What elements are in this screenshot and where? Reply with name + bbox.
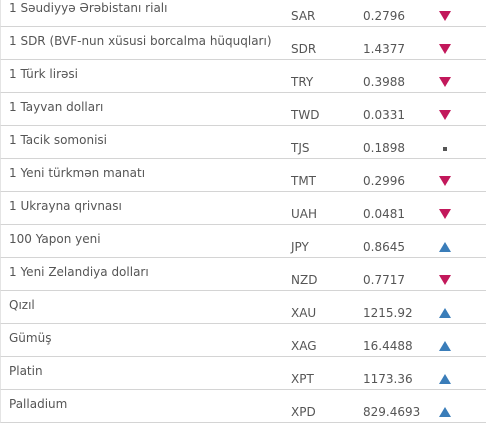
currency-code: UAH [291,207,318,221]
currency-name: 1 SDR (BVF-nun xüsusi borcalma hüquqları… [9,34,272,48]
currency-name: 1 Türk lirəsi [9,67,79,81]
currency-rate: 0.3988 [363,75,405,89]
rate-row: 1 SDR (BVF-nun xüsusi borcalma hüquqları… [0,27,486,60]
rate-row: 1 Ukrayna qrivnası UAH 0.0481 [0,192,486,225]
rate-row: Platin XPT 1173.36 [0,357,486,390]
trend-up [439,308,451,318]
trend-unchanged [443,147,447,151]
trend-up [439,407,451,417]
currency-rate: 1173.36 [363,372,413,386]
currency-name: 1 Ukrayna qrivnası [9,199,122,213]
rate-row: 1 Yeni türkmən manatı TMT 0.2996 [0,159,486,192]
rate-row: 100 Yapon yeni JPY 0.8645 [0,225,486,258]
currency-rate: 829.4693 [363,405,421,419]
currency-code: NZD [291,273,318,287]
currency-name: 1 Tacik somonisi [9,133,107,147]
rate-row: Gümüş XAG 16.4488 [0,324,486,357]
trend-down [439,176,451,186]
currency-name: 1 Tayvan dolları [9,100,104,114]
currency-code: XAU [291,306,317,320]
trend-up [439,341,451,351]
currency-name: Palladium [9,397,68,411]
currency-name: 100 Yapon yeni [9,232,101,246]
trend-down [439,77,451,87]
rate-row: 1 Yeni Zelandiya dolları NZD 0.7717 [0,258,486,291]
trend-up [439,242,451,252]
currency-rate: 0.2996 [363,174,405,188]
trend-down [439,110,451,120]
currency-name: 1 Yeni türkmən manatı [9,166,146,180]
currency-code: TJS [291,141,310,155]
currency-code: TWD [291,108,320,122]
rate-row: Qızıl XAU 1215.92 [0,291,486,324]
rate-row: 1 Türk lirəsi TRY 0.3988 [0,60,486,93]
trend-down [439,11,451,21]
currency-code: XAG [291,339,317,353]
currency-code: TRY [291,75,314,89]
currency-code: XPT [291,372,314,386]
currency-rate: 16.4488 [363,339,413,353]
currency-code: SDR [291,42,317,56]
currency-rate: 1.4377 [363,42,405,56]
trend-down [439,209,451,219]
rate-row: 1 Tayvan dolları TWD 0.0331 [0,93,486,126]
currency-rate: 0.7717 [363,273,405,287]
currency-name: Platin [9,364,43,378]
currency-name: 1 Səudiyyə Ərəbistanı rialı [9,1,168,15]
currency-rate: 0.1898 [363,141,405,155]
currency-name: 1 Yeni Zelandiya dolları [9,265,149,279]
rate-row: Palladium XPD 829.4693 [0,390,486,423]
currency-rate: 0.2796 [363,9,405,23]
currency-code: JPY [291,240,309,254]
currency-rate: 1215.92 [363,306,413,320]
trend-down [439,44,451,54]
currency-name: Gümüş [9,331,52,345]
currency-rate: 0.0331 [363,108,405,122]
currency-rate: 0.8645 [363,240,405,254]
currency-code: TMT [291,174,317,188]
rate-row: 1 Səudiyyə Ərəbistanı rialı SAR 0.2796 [0,0,486,27]
rate-row: 1 Tacik somonisi TJS 0.1898 [0,126,486,159]
trend-up [439,374,451,384]
currency-code: XPD [291,405,316,419]
trend-down [439,275,451,285]
currency-name: Qızıl [9,298,35,312]
currency-rate: 0.0481 [363,207,405,221]
currency-code: SAR [291,9,316,23]
